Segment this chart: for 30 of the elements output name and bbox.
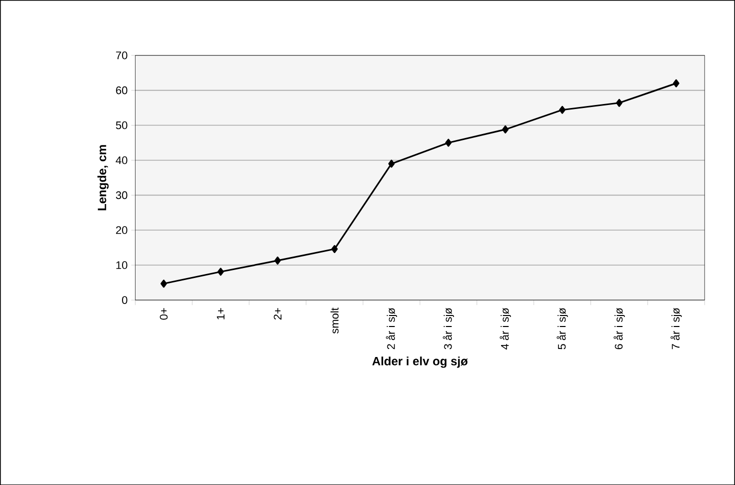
point xyxy=(160,280,167,288)
y-tick-label: 20 xyxy=(116,226,128,234)
point xyxy=(502,125,509,134)
x-tick-label: 2 år i sjø xyxy=(386,308,398,350)
point xyxy=(559,106,566,114)
x-axis-title: Alder i elv og sjø xyxy=(372,356,468,368)
point xyxy=(331,244,338,253)
x-tick-label: 7 år i sjø xyxy=(670,308,682,350)
y-tick-label: 0 xyxy=(122,296,128,304)
x-tick-label: 4 år i sjø xyxy=(500,308,511,350)
x-tick-label: smolt xyxy=(330,308,339,334)
point xyxy=(274,256,281,264)
y-tick-label: 70 xyxy=(116,51,128,60)
x-tick-label: 0+ xyxy=(160,308,168,320)
x-tick-label: 3 år i sjø xyxy=(442,308,454,350)
point xyxy=(445,138,452,147)
y-tick-label: 30 xyxy=(116,191,128,199)
y-tick-label: 10 xyxy=(116,261,128,269)
x-tick-label: 2+ xyxy=(274,308,282,320)
y-axis-title: Lengde, cm xyxy=(97,145,109,210)
point xyxy=(388,160,395,168)
x-tick-label: 6 år i sjø xyxy=(614,308,625,350)
y-tick-label: 40 xyxy=(116,156,128,164)
point xyxy=(217,268,224,276)
x-tick-label: 1+ xyxy=(216,308,224,320)
point xyxy=(672,79,680,88)
x-tick-label: 5 år i sjø xyxy=(556,308,568,350)
y-tick-label: 60 xyxy=(116,86,128,94)
point xyxy=(616,98,622,107)
y-tick-label: 50 xyxy=(116,121,128,130)
